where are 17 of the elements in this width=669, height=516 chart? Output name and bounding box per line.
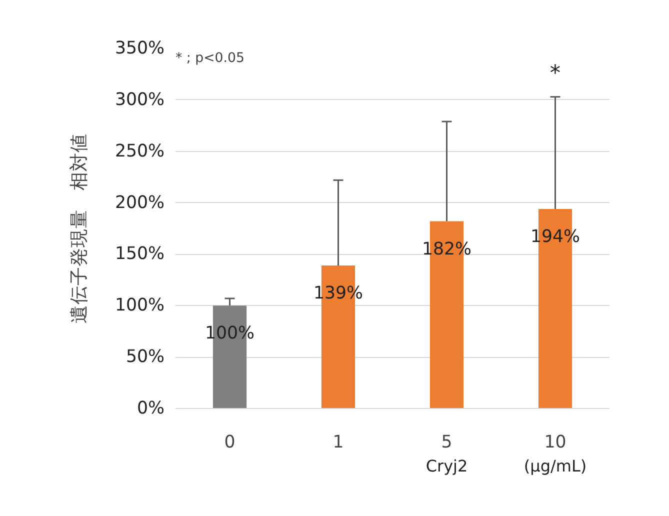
- annotation: *: [550, 61, 561, 86]
- y-tick-label: 0%: [137, 398, 165, 418]
- y-tick-label: 100%: [114, 296, 165, 316]
- x-tick-label: 5: [441, 432, 452, 452]
- y-tick-label: 250%: [114, 141, 165, 162]
- x-tick-label: 10: [544, 432, 566, 452]
- y-axis-title: 遺伝子発現量 相対値: [68, 134, 90, 324]
- y-tick-label: 350%: [114, 38, 165, 58]
- y-tick-label: 50%: [126, 347, 164, 368]
- y-tick-label: 300%: [114, 90, 165, 110]
- y-tick-label: 200%: [114, 192, 165, 213]
- x-axis-title: Cryj2: [426, 456, 468, 476]
- x-tick-label: 0: [224, 432, 236, 452]
- annotation: * ; p<0.05: [176, 51, 244, 66]
- y-tick-label: 150%: [114, 244, 165, 264]
- text: (μg/mL): [524, 456, 587, 476]
- x-tick-label: 1: [332, 432, 344, 452]
